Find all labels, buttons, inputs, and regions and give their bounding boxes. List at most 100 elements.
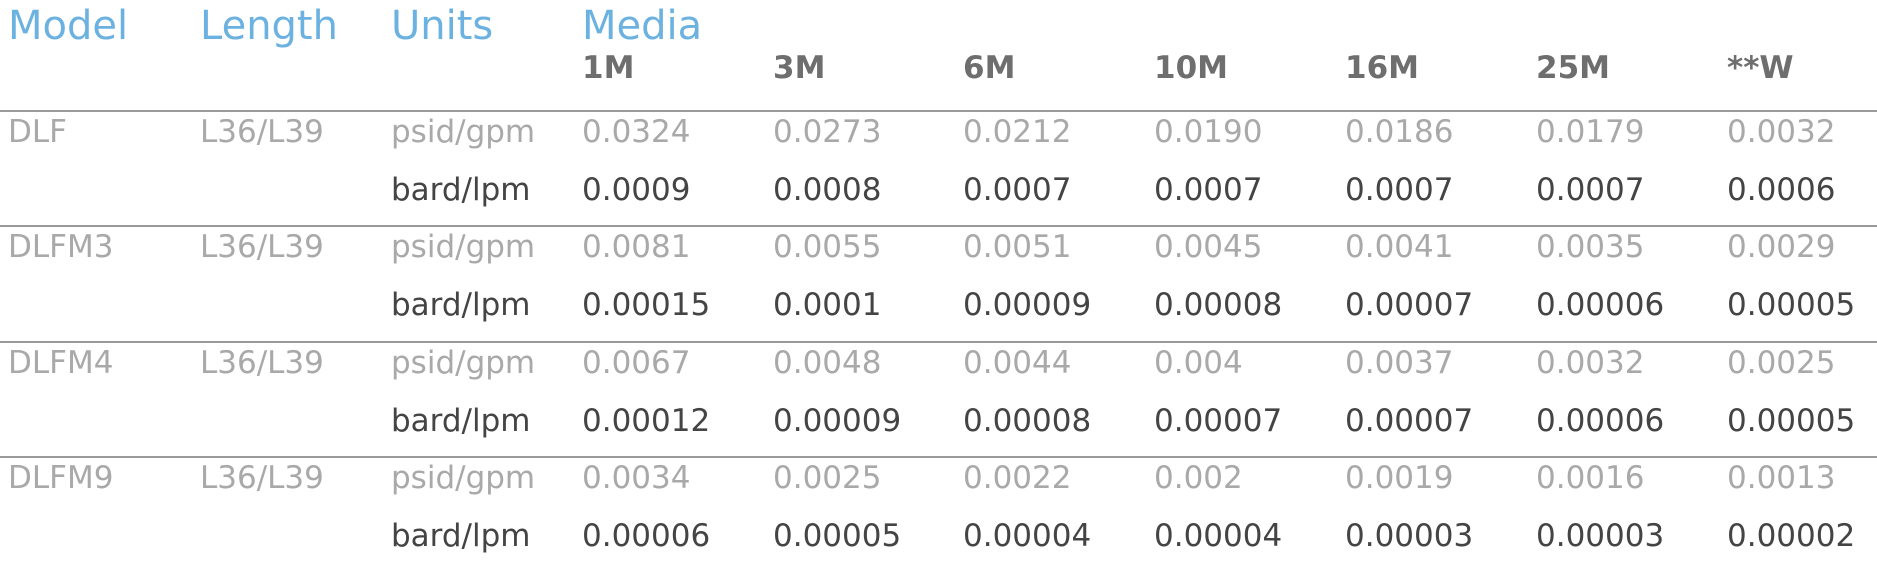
header-media-col: 10M <box>1154 50 1228 86</box>
header-length: Length <box>200 3 338 49</box>
row-line-metric: bard/lpm 0.00006 0.00005 0.00004 0.00004… <box>0 508 1877 564</box>
units-cell: bard/lpm <box>391 518 531 554</box>
value-cell: 0.0007 <box>1345 172 1454 208</box>
row-line-imperial: DLFM9 L36/L39 psid/gpm 0.0034 0.0025 0.0… <box>0 450 1877 506</box>
value-cell: 0.0048 <box>773 345 882 381</box>
value-cell: 0.00005 <box>1727 287 1856 323</box>
value-cell: 0.002 <box>1154 460 1243 496</box>
value-cell: 0.0324 <box>582 114 691 150</box>
row-line-metric: bard/lpm 0.0009 0.0008 0.0007 0.0007 0.0… <box>0 162 1877 218</box>
value-cell: 0.0025 <box>773 460 882 496</box>
table-row: DLF L36/L39 psid/gpm 0.0324 0.0273 0.021… <box>0 104 1877 219</box>
header-media-col: 3M <box>773 50 826 86</box>
value-cell: 0.00015 <box>582 287 711 323</box>
units-cell: bard/lpm <box>391 287 531 323</box>
value-cell: 0.00004 <box>963 518 1092 554</box>
value-cell: 0.0001 <box>773 287 882 323</box>
value-cell: 0.00002 <box>1727 518 1856 554</box>
table-row: DLFM4 L36/L39 psid/gpm 0.0067 0.0048 0.0… <box>0 335 1877 450</box>
value-cell: 0.00003 <box>1536 518 1665 554</box>
header-units: Units <box>391 3 494 49</box>
value-cell: 0.0055 <box>773 229 882 265</box>
value-cell: 0.0009 <box>582 172 691 208</box>
model-cell: DLFM4 <box>8 345 114 381</box>
value-cell: 0.0032 <box>1727 114 1836 150</box>
value-cell: 0.0006 <box>1727 172 1836 208</box>
value-cell: 0.0029 <box>1727 229 1836 265</box>
table-row: DLFM9 L36/L39 psid/gpm 0.0034 0.0025 0.0… <box>0 450 1877 565</box>
value-cell: 0.0044 <box>963 345 1072 381</box>
value-cell: 0.0051 <box>963 229 1072 265</box>
value-cell: 0.00009 <box>773 403 902 439</box>
value-cell: 0.00004 <box>1154 518 1283 554</box>
length-cell: L36/L39 <box>200 114 324 150</box>
length-cell: L36/L39 <box>200 229 324 265</box>
value-cell: 0.0037 <box>1345 345 1454 381</box>
header-media-col: 16M <box>1345 50 1419 86</box>
header-media-col: **W <box>1727 50 1794 86</box>
header-media: Media <box>582 3 703 49</box>
model-cell: DLF <box>8 114 67 150</box>
table-row: DLFM3 L36/L39 psid/gpm 0.0081 0.0055 0.0… <box>0 219 1877 334</box>
length-cell: L36/L39 <box>200 345 324 381</box>
table-header: Model Length Units Media 1M 3M 6M 10M 16… <box>0 0 1877 110</box>
value-cell: 0.0035 <box>1536 229 1645 265</box>
row-line-imperial: DLFM4 L36/L39 psid/gpm 0.0067 0.0048 0.0… <box>0 335 1877 391</box>
value-cell: 0.0007 <box>1154 172 1263 208</box>
value-cell: 0.0007 <box>963 172 1072 208</box>
row-line-metric: bard/lpm 0.00015 0.0001 0.00009 0.00008 … <box>0 277 1877 333</box>
value-cell: 0.00008 <box>1154 287 1283 323</box>
value-cell: 0.00003 <box>1345 518 1474 554</box>
header-model: Model <box>8 3 129 49</box>
value-cell: 0.00006 <box>1536 287 1665 323</box>
value-cell: 0.0273 <box>773 114 882 150</box>
row-divider <box>0 225 1877 227</box>
value-cell: 0.0081 <box>582 229 691 265</box>
units-cell: psid/gpm <box>391 114 536 150</box>
value-cell: 0.00007 <box>1345 403 1474 439</box>
value-cell: 0.0013 <box>1727 460 1836 496</box>
units-cell: bard/lpm <box>391 403 531 439</box>
value-cell: 0.00005 <box>773 518 902 554</box>
header-media-col: 1M <box>582 50 635 86</box>
value-cell: 0.0008 <box>773 172 882 208</box>
model-cell: DLFM3 <box>8 229 114 265</box>
row-line-imperial: DLFM3 L36/L39 psid/gpm 0.0081 0.0055 0.0… <box>0 219 1877 275</box>
value-cell: 0.0019 <box>1345 460 1454 496</box>
model-cell: DLFM9 <box>8 460 114 496</box>
value-cell: 0.00007 <box>1154 403 1283 439</box>
row-divider <box>0 341 1877 343</box>
value-cell: 0.0067 <box>582 345 691 381</box>
value-cell: 0.0045 <box>1154 229 1263 265</box>
value-cell: 0.00008 <box>963 403 1092 439</box>
value-cell: 0.0025 <box>1727 345 1836 381</box>
length-cell: L36/L39 <box>200 460 324 496</box>
units-cell: psid/gpm <box>391 229 536 265</box>
value-cell: 0.0034 <box>582 460 691 496</box>
value-cell: 0.0212 <box>963 114 1072 150</box>
row-line-metric: bard/lpm 0.00012 0.00009 0.00008 0.00007… <box>0 393 1877 449</box>
units-cell: bard/lpm <box>391 172 531 208</box>
value-cell: 0.0179 <box>1536 114 1645 150</box>
value-cell: 0.0022 <box>963 460 1072 496</box>
value-cell: 0.00006 <box>1536 403 1665 439</box>
row-line-imperial: DLF L36/L39 psid/gpm 0.0324 0.0273 0.021… <box>0 104 1877 160</box>
row-divider <box>0 456 1877 458</box>
units-cell: psid/gpm <box>391 460 536 496</box>
value-cell: 0.0041 <box>1345 229 1454 265</box>
value-cell: 0.0190 <box>1154 114 1263 150</box>
value-cell: 0.0007 <box>1536 172 1645 208</box>
row-divider <box>0 110 1877 112</box>
value-cell: 0.00006 <box>582 518 711 554</box>
value-cell: 0.0186 <box>1345 114 1454 150</box>
value-cell: 0.00012 <box>582 403 711 439</box>
header-media-col: 6M <box>963 50 1016 86</box>
units-cell: psid/gpm <box>391 345 536 381</box>
value-cell: 0.00005 <box>1727 403 1856 439</box>
value-cell: 0.004 <box>1154 345 1243 381</box>
header-media-col: 25M <box>1536 50 1610 86</box>
value-cell: 0.0016 <box>1536 460 1645 496</box>
value-cell: 0.0032 <box>1536 345 1645 381</box>
value-cell: 0.00009 <box>963 287 1092 323</box>
value-cell: 0.00007 <box>1345 287 1474 323</box>
